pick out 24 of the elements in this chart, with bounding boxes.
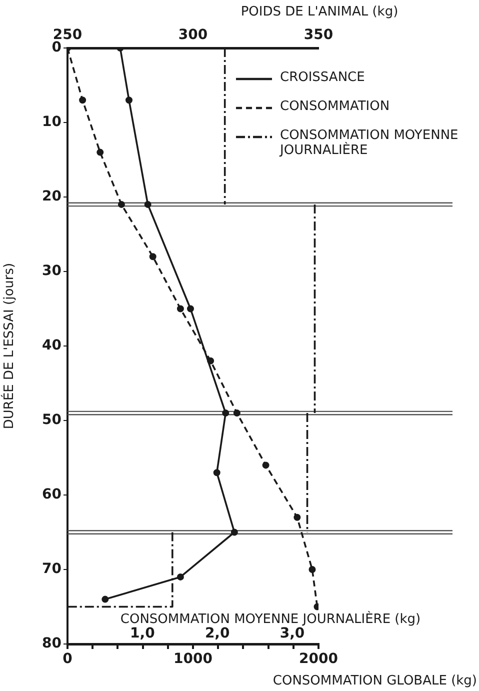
x-tick-label: 1000 — [174, 651, 213, 668]
y-tick-label: 80 — [42, 636, 62, 652]
x-tick-label: 3,0 — [280, 626, 305, 642]
x-axis-title: CONSOMMATION GLOBALE (kg) — [272, 673, 477, 688]
y-tick-label: 30 — [42, 263, 62, 280]
x2-axis-title: POIDS DE L'ANIMAL (kg) — [240, 4, 398, 20]
y-tick-label: 10 — [42, 114, 62, 130]
x-tick-label: 2,0 — [204, 626, 230, 642]
y-tick-label: 0 — [52, 40, 62, 56]
x2-tick-label: 300 — [178, 27, 208, 44]
y-tick-label: 70 — [42, 561, 62, 578]
x-tick-label: 0 — [62, 651, 73, 668]
y-tick-label: 20 — [42, 188, 62, 205]
y-tick-label: 50 — [42, 412, 62, 428]
legend-label: CROISSANCE — [280, 70, 365, 85]
y-tick-label: 60 — [42, 486, 62, 503]
x-axis-title: CONSOMMATION MOYENNE JOURNALIÈRE (kg) — [120, 610, 421, 627]
y-axis-title: DURÉE DE L'ESSAI (jours) — [0, 262, 18, 430]
x2-tick-label: 350 — [304, 27, 334, 44]
legend-label: CONSOMMATION — [280, 99, 390, 114]
y-tick-label: 40 — [42, 338, 62, 354]
x-tick-label: 1,0 — [130, 626, 156, 642]
x-tick-label: 2000 — [299, 651, 338, 668]
legend-label: CONSOMMATION MOYENNE JOURNALIÈRE — [280, 128, 460, 158]
